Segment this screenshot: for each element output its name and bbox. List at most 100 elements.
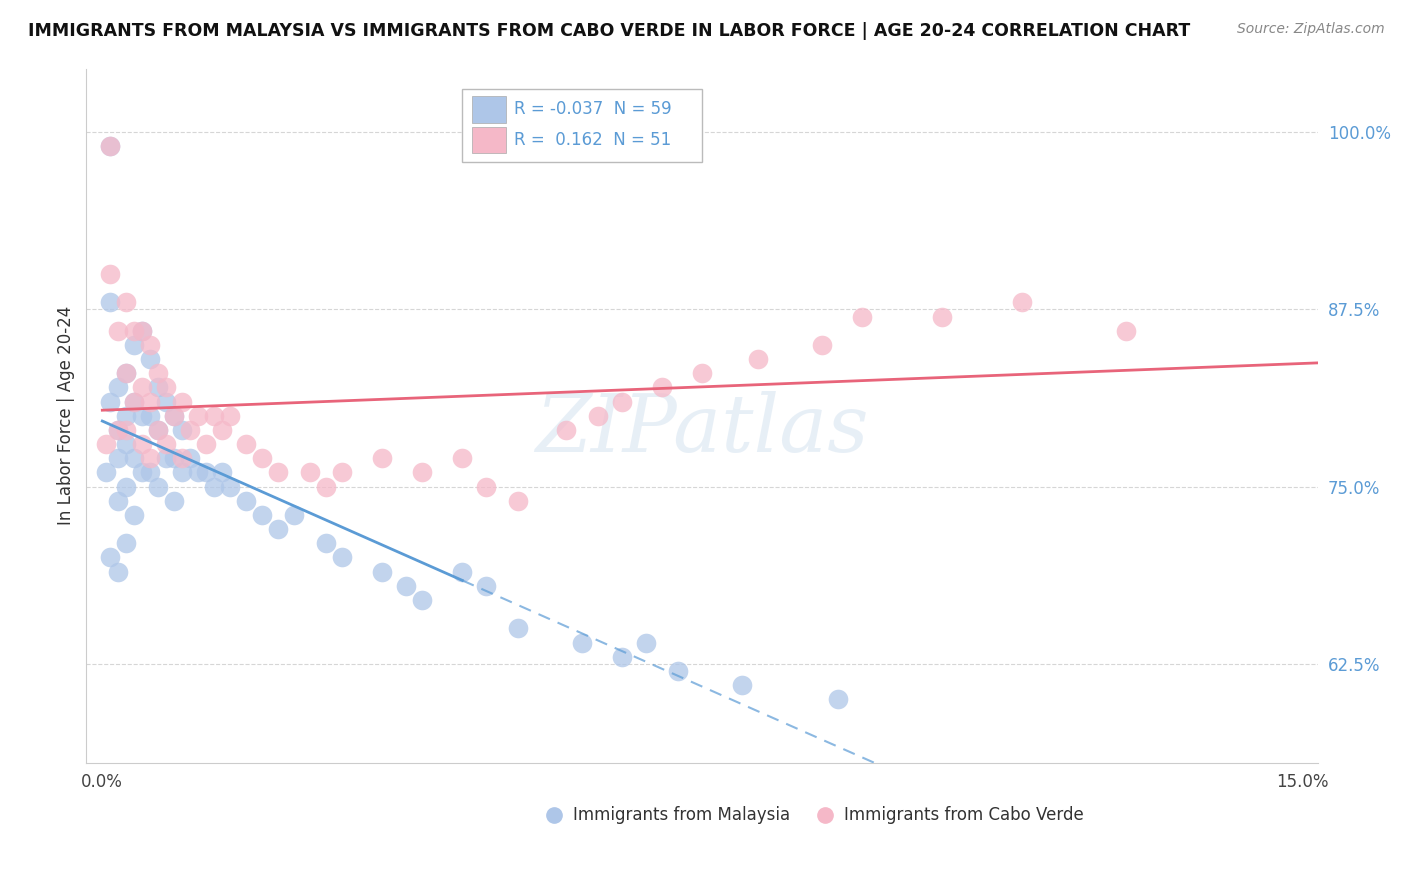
Point bbox=[155, 394, 177, 409]
Point bbox=[202, 480, 225, 494]
Point bbox=[115, 366, 138, 380]
Point bbox=[299, 466, 322, 480]
Point bbox=[124, 508, 146, 522]
Point bbox=[1011, 295, 1033, 310]
Point bbox=[131, 437, 153, 451]
Point bbox=[107, 451, 129, 466]
Point bbox=[124, 394, 146, 409]
Point bbox=[131, 409, 153, 423]
Point bbox=[107, 565, 129, 579]
Point bbox=[115, 366, 138, 380]
Point bbox=[172, 394, 194, 409]
Point bbox=[252, 508, 274, 522]
Point bbox=[219, 409, 242, 423]
Point bbox=[107, 423, 129, 437]
Point bbox=[690, 366, 713, 380]
Point bbox=[139, 352, 162, 367]
Point bbox=[202, 409, 225, 423]
Point bbox=[124, 451, 146, 466]
Point bbox=[98, 295, 121, 310]
Point bbox=[139, 394, 162, 409]
Point bbox=[163, 493, 186, 508]
Point bbox=[267, 522, 290, 536]
Point bbox=[508, 493, 530, 508]
Point bbox=[107, 324, 129, 338]
Point bbox=[98, 394, 121, 409]
Point bbox=[115, 480, 138, 494]
Point bbox=[267, 466, 290, 480]
Point bbox=[219, 480, 242, 494]
Point bbox=[636, 635, 658, 649]
Point bbox=[163, 451, 186, 466]
Point bbox=[115, 536, 138, 550]
Point bbox=[107, 493, 129, 508]
Point bbox=[235, 437, 257, 451]
Point bbox=[172, 451, 194, 466]
Point bbox=[395, 579, 418, 593]
Point bbox=[195, 466, 218, 480]
Point bbox=[411, 593, 433, 607]
Point bbox=[571, 635, 593, 649]
Bar bbox=[472, 127, 506, 153]
Point bbox=[124, 394, 146, 409]
Point bbox=[851, 310, 873, 324]
Text: R = -0.037  N = 59: R = -0.037 N = 59 bbox=[513, 101, 672, 119]
Point bbox=[124, 324, 146, 338]
Point bbox=[612, 394, 634, 409]
Text: ZIPatlas: ZIPatlas bbox=[536, 391, 869, 468]
Point bbox=[747, 352, 769, 367]
Point bbox=[98, 139, 121, 153]
Point bbox=[811, 338, 834, 352]
Point bbox=[252, 451, 274, 466]
Point bbox=[98, 550, 121, 565]
Point bbox=[155, 437, 177, 451]
Point bbox=[211, 466, 233, 480]
Point bbox=[731, 678, 754, 692]
Point bbox=[139, 466, 162, 480]
Point bbox=[651, 380, 673, 394]
Point bbox=[115, 295, 138, 310]
Point bbox=[475, 579, 498, 593]
Point bbox=[107, 380, 129, 394]
Point bbox=[115, 423, 138, 437]
Point bbox=[179, 451, 201, 466]
Text: Immigrants from Cabo Verde: Immigrants from Cabo Verde bbox=[844, 806, 1084, 824]
Point bbox=[148, 423, 170, 437]
Point bbox=[451, 565, 474, 579]
Point bbox=[283, 508, 305, 522]
Point bbox=[187, 409, 209, 423]
Point bbox=[371, 565, 394, 579]
Point bbox=[131, 324, 153, 338]
Point bbox=[172, 423, 194, 437]
Point bbox=[172, 466, 194, 480]
Text: Source: ZipAtlas.com: Source: ZipAtlas.com bbox=[1237, 22, 1385, 37]
Point bbox=[179, 423, 201, 437]
Text: R =  0.162  N = 51: R = 0.162 N = 51 bbox=[513, 131, 671, 149]
Point bbox=[96, 466, 118, 480]
Point bbox=[195, 437, 218, 451]
Point bbox=[163, 409, 186, 423]
Point bbox=[235, 493, 257, 508]
Point bbox=[666, 664, 689, 678]
Point bbox=[330, 466, 353, 480]
Point bbox=[330, 550, 353, 565]
Bar bbox=[472, 96, 506, 123]
Point bbox=[588, 409, 610, 423]
Point bbox=[148, 380, 170, 394]
Point bbox=[211, 423, 233, 437]
Point bbox=[315, 536, 337, 550]
Point bbox=[131, 380, 153, 394]
Point bbox=[931, 310, 953, 324]
Point bbox=[187, 466, 209, 480]
Point bbox=[115, 409, 138, 423]
Point bbox=[148, 480, 170, 494]
Bar bbox=[463, 89, 702, 162]
Point bbox=[163, 409, 186, 423]
Point bbox=[451, 451, 474, 466]
Point bbox=[1115, 324, 1137, 338]
Point bbox=[96, 437, 118, 451]
Point bbox=[411, 466, 433, 480]
Point bbox=[131, 466, 153, 480]
Point bbox=[827, 692, 849, 706]
Point bbox=[131, 324, 153, 338]
